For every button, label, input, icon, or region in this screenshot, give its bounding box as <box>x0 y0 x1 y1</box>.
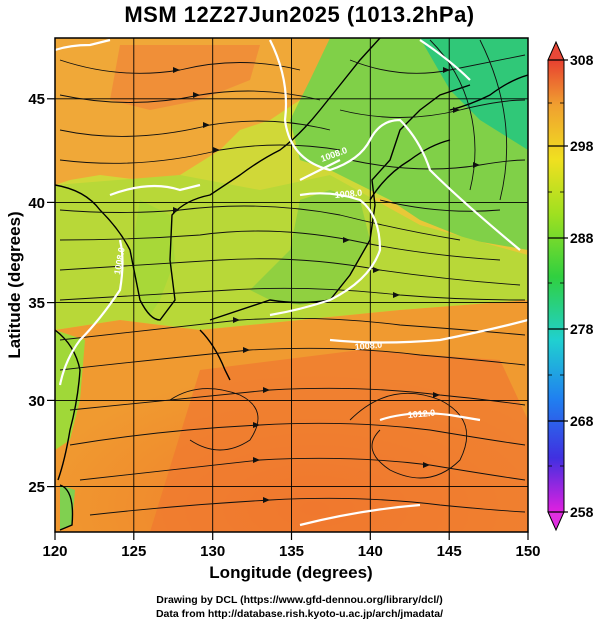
isobars <box>55 38 528 527</box>
lat-tick-label: 40 <box>28 195 45 212</box>
latitude-tick-labels: 25 30 35 40 45 <box>28 91 45 496</box>
lat-tick-label: 45 <box>28 91 45 108</box>
isobar-label: 1008.0 <box>354 340 382 352</box>
lon-tick-label: 125 <box>121 543 146 560</box>
colorbar: 308 298 288 278 268 258 <box>547 40 594 532</box>
lat-tick-label: 25 <box>28 479 45 496</box>
y-axis-title: Latitude (degrees) <box>5 211 24 358</box>
lat-tick-label: 30 <box>28 393 45 410</box>
graticule <box>55 38 528 532</box>
colorbar-label: 258 <box>570 504 594 520</box>
lon-tick-label: 150 <box>515 543 540 560</box>
colorbar-label: 288 <box>570 230 594 246</box>
wind-arrowheads <box>173 67 480 503</box>
colorbar-label: 278 <box>570 321 594 337</box>
colorbar-label: 268 <box>570 413 594 429</box>
colorbar-ramp <box>547 59 565 513</box>
credit-line-drawing: Drawing by DCL (https://www.gfd-dennou.o… <box>156 594 443 606</box>
lon-tick-label: 120 <box>42 543 67 560</box>
isobar-label: 1008.0 <box>112 246 127 275</box>
lon-tick-label: 145 <box>437 543 462 560</box>
tick-marks <box>47 98 529 540</box>
wind-streamlines <box>59 39 526 516</box>
map-title: MSM 12Z27Jun2025 (1013.2hPa) <box>124 2 475 27</box>
colorbar-bottom-triangle <box>547 511 565 532</box>
isobar-label: 1008.0 <box>334 188 362 200</box>
colorbar-label: 298 <box>570 138 594 154</box>
isobar-label: 1012.0 <box>407 408 435 420</box>
lon-tick-label: 130 <box>200 543 225 560</box>
colorbar-top-triangle <box>547 40 565 61</box>
x-axis-title: Longitude (degrees) <box>209 563 372 582</box>
lon-tick-label: 140 <box>358 543 383 560</box>
lat-tick-label: 35 <box>28 295 45 312</box>
credit-line-data: Data from http://database.rish.kyoto-u.a… <box>155 608 444 620</box>
colorbar-label: 308 <box>570 52 594 68</box>
lon-tick-label: 135 <box>279 543 304 560</box>
longitude-tick-labels: 120 125 130 135 140 145 150 <box>42 543 540 560</box>
